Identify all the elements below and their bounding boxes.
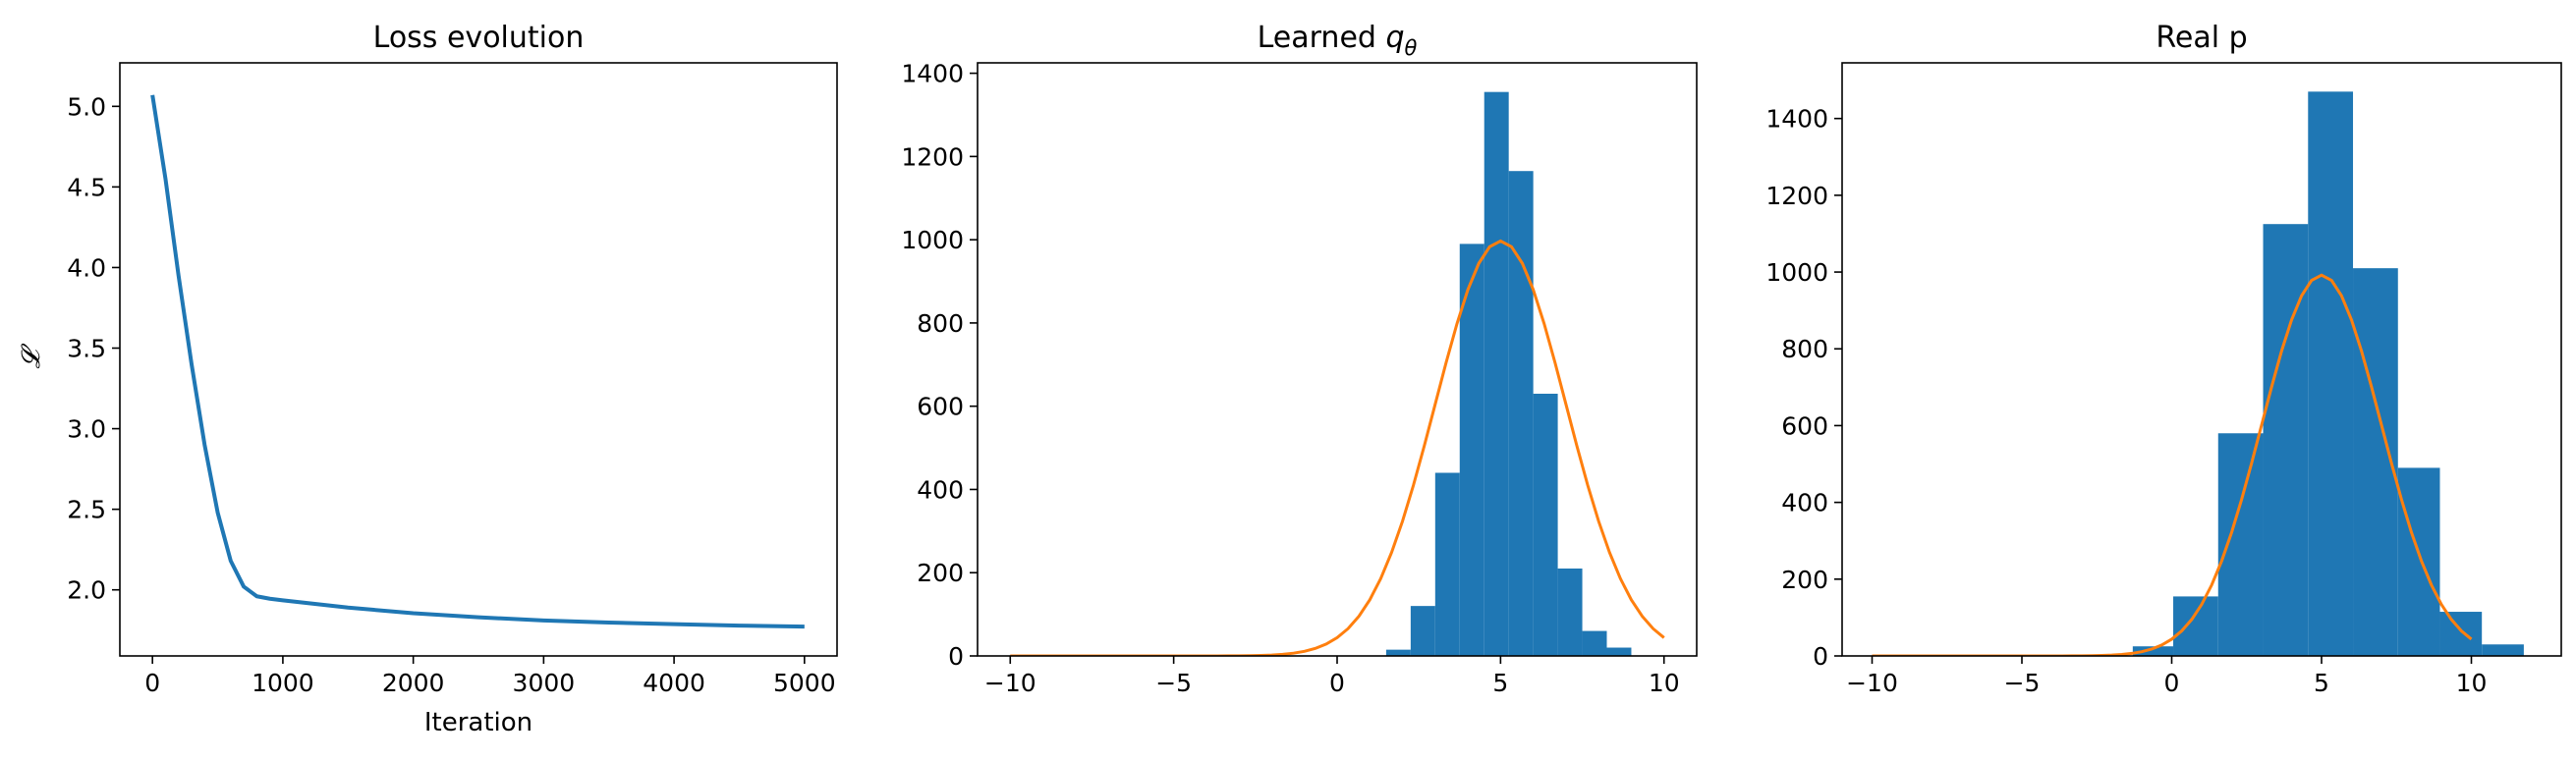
y-tick-label: 4.5 xyxy=(67,173,106,201)
histogram-bar xyxy=(2173,596,2218,656)
x-tick-label: −10 xyxy=(984,669,1036,697)
y-tick-label: 1200 xyxy=(1765,182,1828,210)
x-tick-label: 0 xyxy=(2164,669,2180,697)
loss-series-line xyxy=(150,94,805,629)
y-tick-label: 200 xyxy=(1781,566,1828,594)
loss-evolution-plot: 0 1000 2000 3000 4000 5000 2.0 2.5 3.0 3.5 4.0 4.5 5… xyxy=(17,21,838,737)
histogram-bar xyxy=(1484,91,1509,656)
chart-title: Loss evolution xyxy=(373,21,585,55)
x-tick-label: 2000 xyxy=(382,669,445,697)
x-tick-label: 5 xyxy=(1492,669,1508,697)
y-tick-label: 800 xyxy=(1781,335,1828,363)
axes-frame xyxy=(1841,62,2562,657)
histogram-bar xyxy=(2397,467,2440,656)
plot-area xyxy=(1872,91,2524,656)
learned-q-histogram: −10 −5 0 5 10 0 200 400 600 800 1000 1200 1400 Learne… xyxy=(901,21,1698,697)
x-tick-label: −10 xyxy=(1846,669,1898,697)
x-tick-label: 4000 xyxy=(643,669,705,697)
histogram-bar xyxy=(1508,171,1534,656)
y-tick-label: 400 xyxy=(1781,489,1828,517)
real-p-histogram: −10 −5 0 5 10 0 200 400 600 800 1000 1200 1400 Real p xyxy=(1765,21,2562,697)
histogram-bar xyxy=(1606,647,1632,656)
y-tick-label: 2.5 xyxy=(67,496,106,524)
plot-area xyxy=(150,94,805,629)
x-tick-label: 1000 xyxy=(252,669,314,697)
histogram-bar xyxy=(1385,649,1411,656)
histogram-bar xyxy=(1459,244,1484,656)
x-tick-label: 0 xyxy=(144,669,160,697)
y-tick-label: 600 xyxy=(917,393,964,421)
histogram-bar xyxy=(1557,568,1583,656)
y-tick-label: 5.0 xyxy=(67,92,106,121)
density-curve-line xyxy=(1872,273,2473,656)
x-tick-label: −5 xyxy=(2004,669,2041,697)
y-tick-label: 1400 xyxy=(901,60,964,88)
y-axis-label: 𝓛 xyxy=(17,343,46,368)
y-tick-label: 200 xyxy=(917,559,964,587)
title-math-symbol: q xyxy=(1385,21,1404,55)
axes-frame xyxy=(119,62,838,657)
histogram-bar xyxy=(1410,606,1435,656)
x-tick-label: 5000 xyxy=(773,669,836,697)
y-tick-label: 0 xyxy=(948,642,964,671)
axes-frame xyxy=(977,62,1698,657)
y-tick-label: 1200 xyxy=(901,142,964,171)
histogram-bar xyxy=(1533,393,1558,656)
y-tick-label: 1000 xyxy=(901,226,964,254)
y-tick-label: 400 xyxy=(917,475,964,504)
plot-area xyxy=(1010,91,1665,656)
x-tick-label: 5 xyxy=(2314,669,2329,697)
histogram-bar xyxy=(1434,472,1460,656)
histogram-bar xyxy=(2132,646,2174,656)
histogram-bar xyxy=(1582,630,1607,656)
y-tick-label: 1400 xyxy=(1765,105,1828,134)
title-subscript: θ xyxy=(1405,36,1418,60)
histogram-bar xyxy=(2482,644,2524,656)
y-tick-label: 2.0 xyxy=(67,576,106,605)
y-tick-label: 0 xyxy=(1813,642,1828,671)
y-tick-label: 1000 xyxy=(1765,258,1828,287)
y-tick-label: 3.5 xyxy=(67,335,106,363)
histogram-bar xyxy=(2308,91,2354,656)
y-tick-label: 4.0 xyxy=(67,253,106,282)
histogram-bar xyxy=(2263,224,2309,656)
y-tick-label: 3.0 xyxy=(67,415,106,444)
x-tick-label: 0 xyxy=(1329,669,1345,697)
y-tick-label: 800 xyxy=(917,309,964,338)
density-curve-line xyxy=(1010,239,1665,656)
x-tick-label: 10 xyxy=(2456,669,2488,697)
x-tick-label: 10 xyxy=(1649,669,1680,697)
x-tick-label: 3000 xyxy=(513,669,576,697)
y-tick-label: 600 xyxy=(1781,411,1828,440)
histogram-bar xyxy=(2217,433,2264,656)
x-axis-label: Iteration xyxy=(424,708,532,737)
histogram-bar xyxy=(2439,612,2483,656)
x-tick-label: −5 xyxy=(1155,669,1192,697)
chart-title: Real p xyxy=(2156,21,2247,55)
chart-title: Learned qθ xyxy=(1258,21,1418,60)
